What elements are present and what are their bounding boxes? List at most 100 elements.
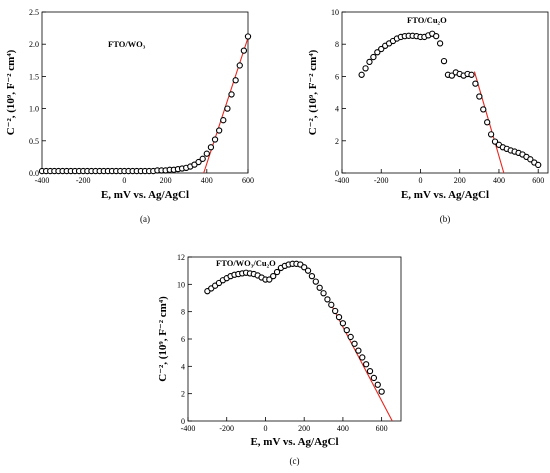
panel-title-c: FTO/WO₃/Cu₂O xyxy=(216,258,276,268)
y-axis-label-a: C⁻², (10⁹, F⁻² cm⁴) xyxy=(5,49,17,135)
data-point-c xyxy=(308,272,316,280)
data-point-b xyxy=(535,161,542,169)
data-point-b xyxy=(440,57,448,65)
x-tick-label: 400 xyxy=(493,176,505,185)
data-point-a xyxy=(232,77,239,84)
x-tick-label: 200 xyxy=(454,176,466,185)
data-point-a xyxy=(211,136,219,143)
data-point-a xyxy=(220,117,227,124)
panel-c: -400 -200 0 200 400 600 0 2 4 6 8 10 12 FTO/WO₃/Cu₂O E… xyxy=(157,253,402,466)
data-point-a xyxy=(207,144,215,151)
data-point-c xyxy=(304,267,312,274)
y-tick-label: 2 xyxy=(335,137,339,146)
y-tick-label: 1.5 xyxy=(29,72,39,81)
data-point-c xyxy=(324,296,331,303)
x-tick-label: 200 xyxy=(160,176,172,185)
panel-caption-b: (b) xyxy=(440,214,451,224)
data-point-a xyxy=(195,158,202,166)
data-point-c xyxy=(266,276,273,283)
data-point-b xyxy=(484,119,491,126)
data-point-c xyxy=(328,301,335,308)
data-point-b xyxy=(370,53,377,61)
panel-a: -400 -200 0 200 400 600 0.0 0.5 1.0 1.5 2.0 2.5 FTO/… xyxy=(5,8,254,224)
x-tick-label: 600 xyxy=(532,176,544,185)
x-tick-label: -200 xyxy=(76,176,91,185)
y-tick-label: 0 xyxy=(181,417,185,426)
x-tick-label: -400 xyxy=(181,424,196,433)
y-tick-label: 6 xyxy=(181,335,185,344)
x-tick-label: 200 xyxy=(298,424,310,433)
x-tick-label: 400 xyxy=(337,424,349,433)
data-point-a xyxy=(236,62,243,69)
y-tick-label: 10 xyxy=(331,8,339,17)
data-point-a xyxy=(199,155,206,162)
x-tick-label: 600 xyxy=(242,176,254,185)
y-axis-label-b: C⁻², (10⁹, F⁻² cm⁴) xyxy=(307,49,319,135)
data-point-c xyxy=(343,326,350,334)
data-point-b xyxy=(366,58,373,66)
panel-caption-c: (c) xyxy=(290,456,300,466)
data-point-b xyxy=(527,156,534,163)
data-point-c xyxy=(378,388,385,395)
panel-b: -400 -200 0 200 400 600 0 2 4 6 8 10 FTO/Cu₂O E, mV v… xyxy=(307,8,549,224)
data-point-a xyxy=(224,105,231,112)
data-point-b xyxy=(448,72,456,79)
data-point-c xyxy=(332,307,339,315)
fit-line-a xyxy=(203,37,249,174)
data-point-c xyxy=(316,284,323,291)
y-tick-label: 10 xyxy=(177,280,185,289)
data-point-b xyxy=(468,71,475,78)
y-tick-label: 4 xyxy=(335,105,339,114)
x-tick-label: -400 xyxy=(35,176,50,185)
data-point-c xyxy=(320,290,327,297)
y-tick-label: 0.0 xyxy=(29,169,39,178)
data-point-c xyxy=(359,354,366,361)
data-point-c xyxy=(312,278,319,285)
y-axis-label-c: C⁻², (10⁹, F⁻² cm⁴) xyxy=(157,296,169,382)
y-tick-label: 12 xyxy=(177,253,185,262)
data-point-c xyxy=(339,320,347,327)
y-tick-label: 2 xyxy=(181,390,185,399)
data-point-c xyxy=(273,268,281,276)
data-point-b xyxy=(491,138,499,145)
panel-title-b: FTO/Cu₂O xyxy=(407,15,447,25)
data-point-c xyxy=(270,272,277,280)
data-point-c xyxy=(301,264,308,271)
data-point-b xyxy=(374,49,381,56)
data-point-b xyxy=(472,80,479,87)
data-point-b xyxy=(362,65,369,72)
y-tick-label: 0.5 xyxy=(29,137,39,146)
data-point-c xyxy=(370,374,378,382)
x-tick-label: -200 xyxy=(219,424,234,433)
data-point-a xyxy=(240,47,248,54)
x-tick-label: 600 xyxy=(376,424,388,433)
y-tick-label: 8 xyxy=(335,40,339,49)
x-tick-label: 0 xyxy=(263,424,267,433)
data-point-c xyxy=(351,340,358,347)
x-tick-label: 0 xyxy=(418,176,422,185)
data-point-c xyxy=(366,367,374,375)
x-axis-label-c: E, mV vs. Ag/AgCl xyxy=(250,436,338,448)
data-point-a xyxy=(244,33,252,40)
x-tick-label: 0 xyxy=(122,176,126,185)
data-point-b xyxy=(487,131,495,138)
panel-caption-a: (a) xyxy=(140,214,150,224)
y-tick-label: 2.0 xyxy=(29,40,39,49)
y-tick-label: 0 xyxy=(335,169,339,178)
data-point-b xyxy=(358,71,365,78)
data-point-a xyxy=(228,91,235,98)
data-point-c xyxy=(362,361,370,368)
data-point-c xyxy=(347,333,354,341)
data-point-b xyxy=(480,106,487,113)
x-tick-label: -200 xyxy=(374,176,389,185)
x-tick-label: -400 xyxy=(335,176,350,185)
data-point-b xyxy=(378,45,385,53)
plot-frame-a xyxy=(41,11,249,174)
x-axis-label-a: E, mV vs. Ag/AgCl xyxy=(101,189,189,201)
plot-frame-b xyxy=(341,11,549,174)
data-point-a xyxy=(203,150,210,157)
x-axis-label-b: E, mV vs. Ag/AgCl xyxy=(401,189,489,201)
data-point-c xyxy=(355,347,362,354)
data-point-c xyxy=(335,313,343,321)
